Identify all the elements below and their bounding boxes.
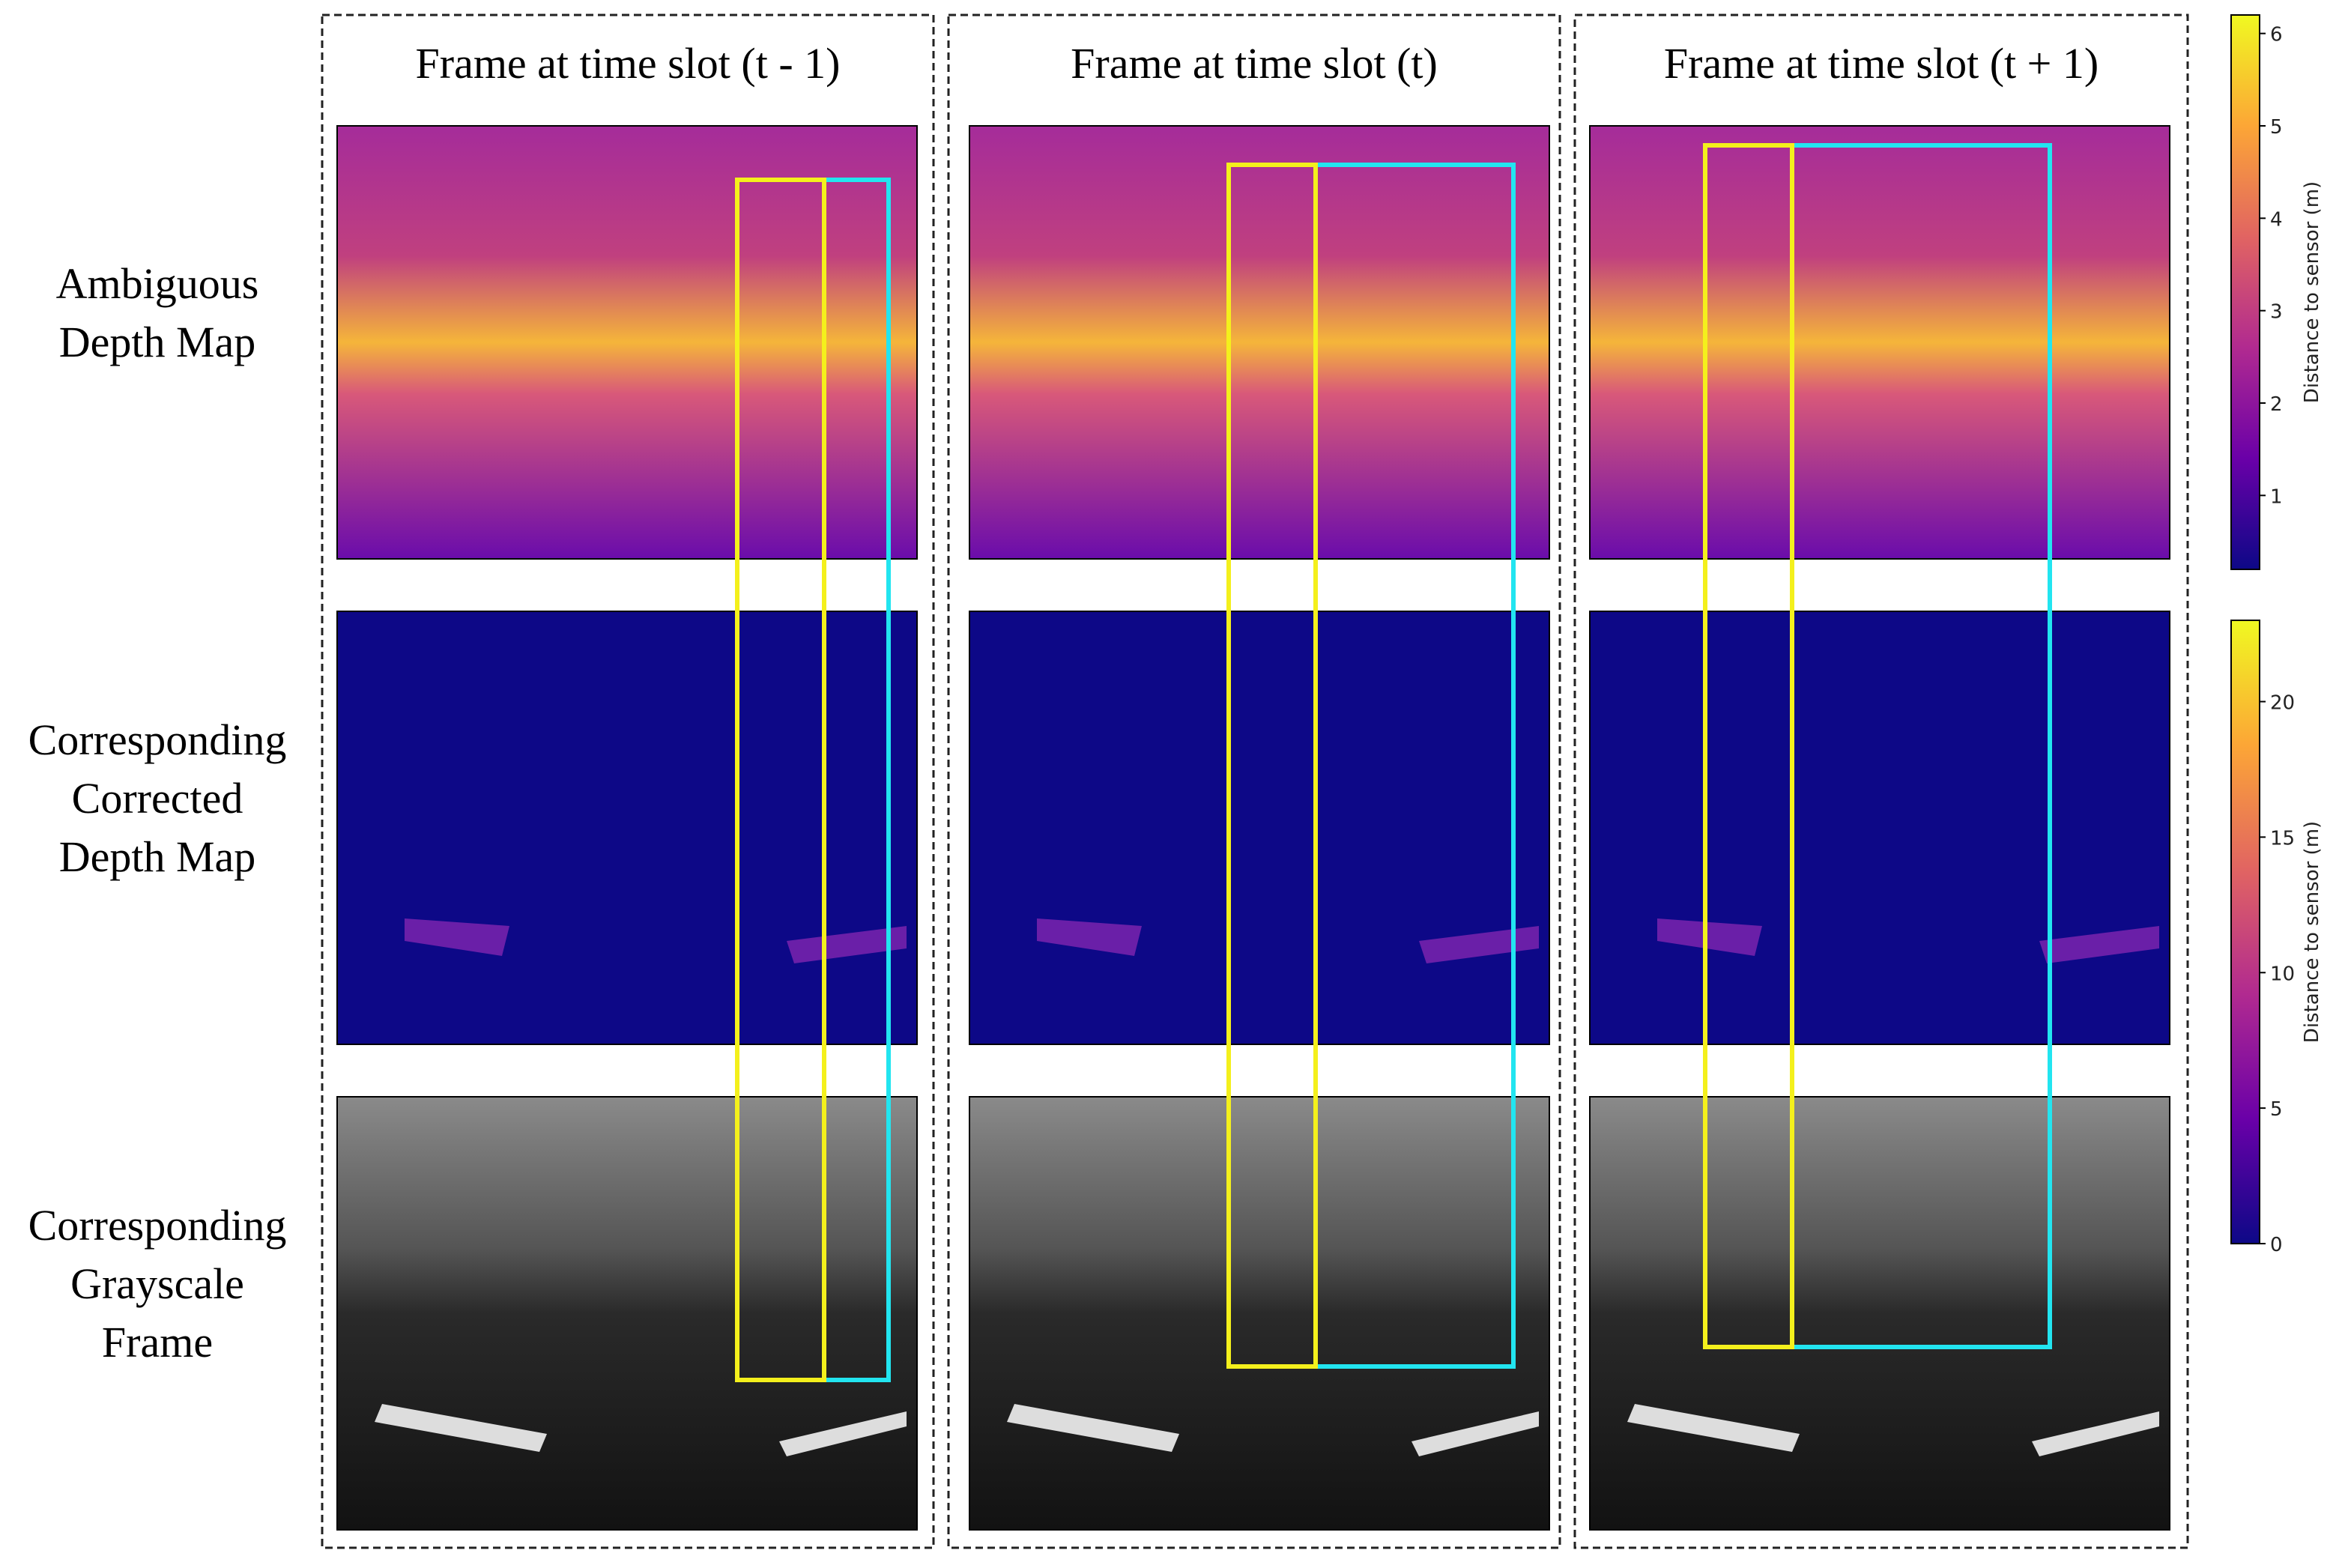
colorbar-tick-label: 15	[2270, 827, 2295, 850]
tracking-box	[1703, 143, 1794, 1349]
image-panel	[1589, 1096, 2170, 1531]
colorbar	[2230, 620, 2260, 1244]
colorbar-tick-label: 20	[2270, 692, 2295, 715]
column-frame	[947, 13, 1561, 1549]
row-label: Corresponding	[28, 715, 287, 764]
column-frame	[1573, 13, 2189, 1549]
colorbar-tick-label: 1	[2270, 485, 2283, 508]
image-panel	[336, 611, 918, 1045]
road-marking	[1007, 1404, 1539, 1456]
row-label: Grayscale	[70, 1259, 244, 1308]
colorbar-tick-label: 5	[2270, 116, 2283, 139]
colorbar	[2230, 14, 2260, 570]
column-title: Frame at time slot (t + 1)	[1664, 39, 2099, 88]
image-panel	[969, 125, 1550, 560]
road-marking	[1627, 1404, 2159, 1456]
column-title: Frame at time slot (t - 1)	[416, 39, 841, 88]
image-panel	[1589, 125, 2170, 560]
colorbar-tick-label: 0	[2270, 1234, 2283, 1256]
colorbar-tick-label: 2	[2270, 393, 2283, 416]
colorbar-label: Distance to sensor (m)	[2301, 821, 2323, 1043]
colorbar-tick-label: 10	[2270, 963, 2295, 985]
column-title: Frame at time slot (t)	[1071, 39, 1438, 88]
colorbar-tick-label: 3	[2270, 301, 2283, 324]
tracking-box	[1226, 163, 1318, 1369]
row-label: Depth Map	[59, 318, 256, 366]
image-panel	[969, 1096, 1550, 1531]
road-marking	[1037, 918, 1539, 963]
row-label: Corrected	[72, 774, 243, 823]
row-label: Depth Map	[59, 832, 256, 881]
row-label: Corresponding	[28, 1201, 287, 1250]
colorbar-label: Distance to sensor (m)	[2301, 181, 2323, 403]
column-frame	[321, 13, 935, 1549]
road-marking	[375, 1404, 907, 1456]
tracking-box	[735, 178, 826, 1382]
colorbar-tick-label: 4	[2270, 208, 2283, 231]
image-panel	[336, 1096, 918, 1531]
colorbar-tick-label: 5	[2270, 1098, 2283, 1121]
road-marking	[405, 918, 907, 963]
image-panel	[336, 125, 918, 560]
row-label: Ambiguous	[56, 259, 259, 308]
row-label: Frame	[102, 1318, 213, 1366]
colorbar-tick-label: 6	[2270, 24, 2283, 46]
image-panel	[1589, 611, 2170, 1045]
image-panel	[969, 611, 1550, 1045]
